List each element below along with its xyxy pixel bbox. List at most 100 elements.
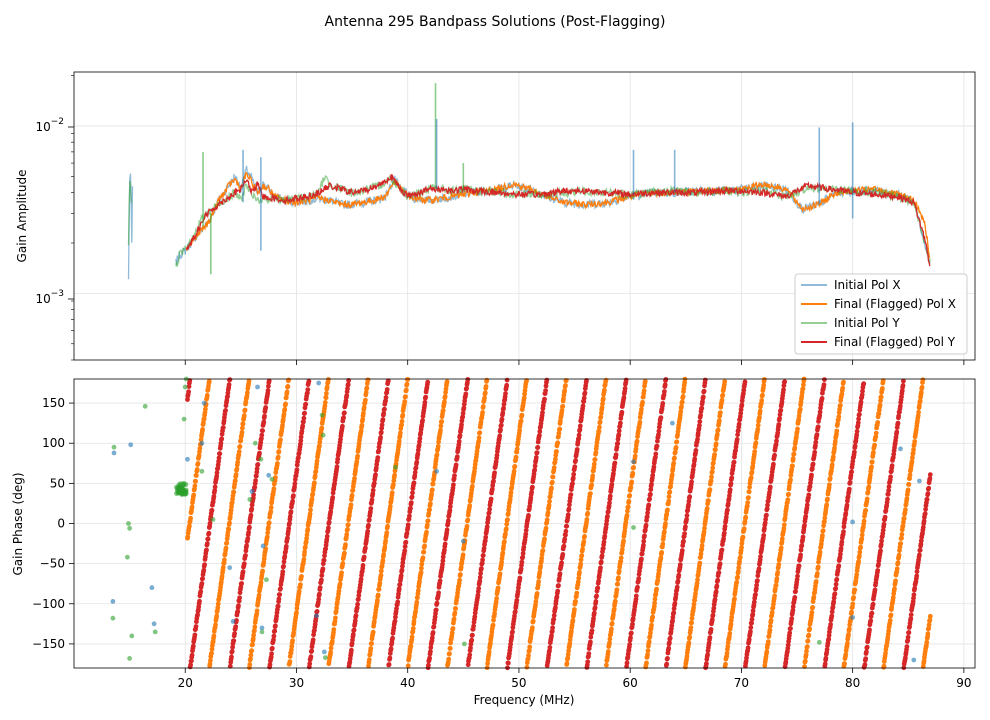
phase-point bbox=[271, 633, 277, 639]
phase-point bbox=[896, 413, 902, 419]
phase-outlier-point bbox=[127, 656, 132, 661]
phase-ytick-label: 150 bbox=[42, 396, 65, 410]
phase-point bbox=[550, 625, 555, 631]
phase-point bbox=[302, 549, 307, 555]
phase-outlier-point bbox=[111, 450, 117, 456]
phase-point bbox=[545, 510, 551, 516]
phase-point bbox=[585, 659, 591, 665]
phase-point bbox=[259, 432, 265, 438]
phase-point bbox=[832, 439, 838, 444]
phase-point bbox=[236, 449, 242, 455]
phase-point bbox=[613, 452, 619, 458]
phase-point bbox=[746, 495, 751, 500]
phase-point bbox=[255, 462, 261, 467]
phase-point bbox=[381, 552, 387, 557]
phase-point bbox=[922, 511, 928, 517]
x-tick-label: 70 bbox=[734, 676, 749, 690]
phase-point bbox=[713, 447, 718, 453]
phase-point bbox=[237, 595, 243, 601]
phase-point bbox=[927, 613, 933, 619]
x-tick-label: 80 bbox=[845, 676, 860, 690]
phase-point bbox=[310, 637, 316, 643]
phase-point bbox=[568, 492, 574, 497]
phase-point bbox=[903, 507, 908, 513]
phase-point bbox=[480, 410, 485, 415]
phase-point bbox=[284, 389, 290, 395]
phase-point bbox=[701, 529, 707, 535]
phase-point bbox=[840, 385, 846, 391]
phase-point bbox=[526, 653, 531, 658]
phase-point bbox=[832, 591, 838, 597]
phase-point bbox=[626, 498, 632, 504]
phase-point bbox=[514, 597, 520, 603]
phase-point bbox=[864, 649, 869, 655]
phase-point bbox=[222, 557, 227, 563]
phase-point bbox=[273, 470, 279, 475]
phase-point bbox=[236, 603, 241, 609]
phase-point bbox=[260, 428, 265, 434]
phase-point bbox=[414, 459, 420, 465]
phase-point bbox=[360, 563, 366, 568]
phase-point bbox=[724, 650, 730, 656]
phase-point bbox=[905, 634, 911, 640]
phase-point bbox=[679, 404, 684, 409]
phase-point bbox=[598, 414, 604, 420]
phase-point bbox=[301, 415, 307, 421]
phase-point bbox=[824, 647, 830, 652]
phase-point bbox=[442, 399, 447, 405]
phase-point bbox=[691, 601, 697, 607]
phase-point bbox=[622, 386, 628, 391]
phase-point bbox=[500, 410, 506, 416]
phase-point bbox=[797, 406, 803, 412]
phase-point bbox=[286, 526, 292, 531]
phase-point bbox=[883, 650, 888, 656]
phase-point bbox=[304, 532, 310, 538]
phase-point bbox=[757, 415, 762, 420]
phase-point bbox=[464, 385, 469, 391]
phase-point bbox=[405, 522, 411, 528]
phase-point bbox=[747, 484, 752, 490]
phase-point bbox=[600, 546, 606, 551]
phase-point bbox=[262, 413, 267, 419]
phase-point bbox=[269, 645, 275, 651]
phase-point bbox=[875, 420, 881, 425]
phase-point bbox=[563, 383, 568, 388]
phase-outlier-point bbox=[149, 585, 155, 591]
phase-outlier-point bbox=[316, 380, 322, 386]
phase-point bbox=[622, 528, 628, 534]
phase-point bbox=[280, 423, 285, 428]
phase-point bbox=[633, 446, 639, 452]
phase-outlier-point bbox=[111, 444, 117, 450]
phase-point bbox=[822, 377, 827, 382]
phase-point bbox=[817, 549, 823, 555]
phase-point bbox=[917, 547, 923, 553]
phase-point bbox=[859, 532, 865, 538]
phase-point bbox=[523, 531, 529, 537]
phase-outlier-point bbox=[314, 613, 319, 619]
phase-point bbox=[790, 463, 795, 469]
phase-point bbox=[424, 529, 429, 535]
phase-point bbox=[363, 397, 368, 403]
phase-point bbox=[794, 577, 800, 582]
phase-point bbox=[408, 643, 414, 649]
phase-point bbox=[242, 407, 248, 413]
phase-point bbox=[624, 513, 630, 518]
phase-point bbox=[463, 391, 469, 397]
phase-point bbox=[447, 504, 453, 509]
amp-ytick-label-upper: 10−2 bbox=[35, 117, 64, 134]
phase-point bbox=[756, 566, 762, 572]
phase-point bbox=[679, 548, 685, 553]
phase-point bbox=[779, 536, 785, 542]
phase-point bbox=[208, 658, 213, 663]
phase-point bbox=[755, 573, 761, 579]
phase-point bbox=[648, 491, 653, 497]
phase-point bbox=[616, 428, 622, 434]
phase-point bbox=[358, 428, 364, 434]
phase-point bbox=[241, 561, 247, 567]
phase-outlier-point bbox=[258, 456, 264, 462]
legend-label-initial-pol-x: Initial Pol X bbox=[834, 278, 901, 292]
phase-point bbox=[185, 534, 191, 540]
phase-point bbox=[900, 523, 906, 529]
phase-cluster-point bbox=[181, 487, 186, 493]
phase-point bbox=[761, 533, 767, 538]
